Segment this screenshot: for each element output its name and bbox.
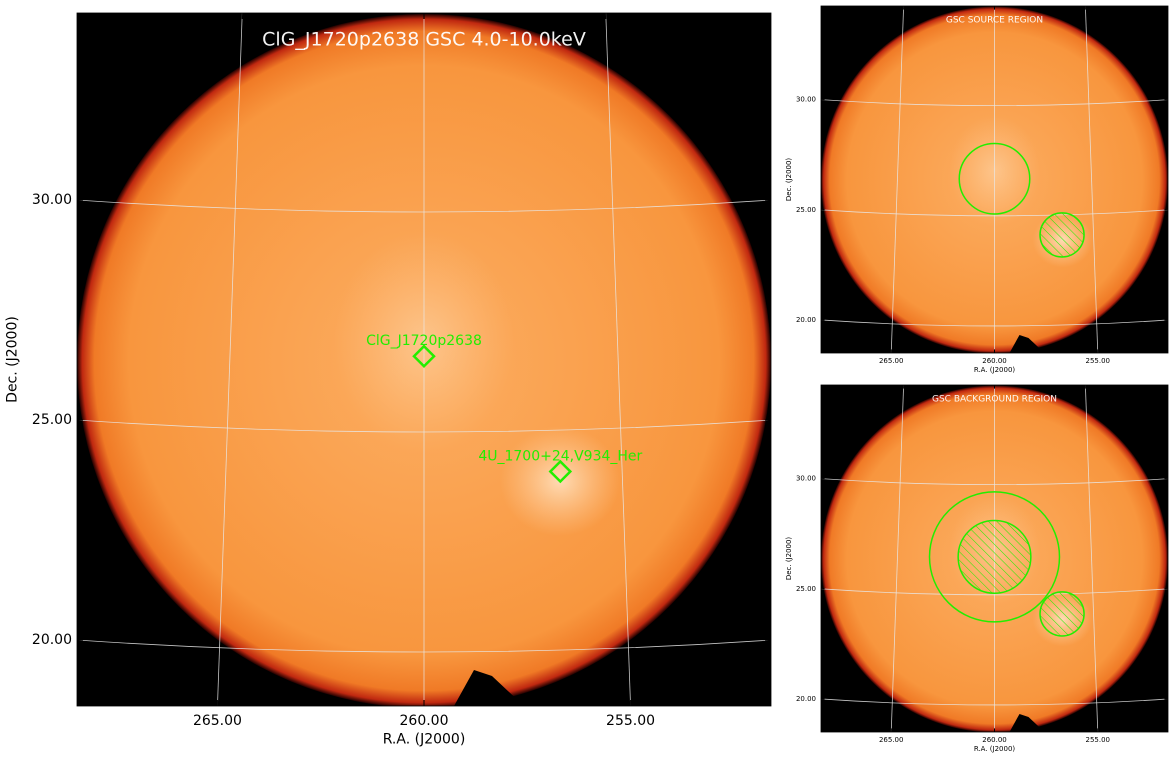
y-axis-label: Dec. (J2000)	[5, 316, 21, 403]
grid-line	[821, 478, 1168, 486]
x-axis-label: R.A. (J2000)	[974, 745, 1016, 753]
y-tick-label: 30.00	[796, 96, 816, 104]
grid-line	[821, 209, 1168, 217]
region	[1039, 212, 1085, 258]
notch	[1009, 335, 1045, 353]
x-axis-label: R.A. (J2000)	[383, 732, 466, 748]
grid-line	[821, 588, 1168, 596]
panel: 265.00 260.00 255.00 20.00 25.00 30.00 ClG_J17…	[5, 12, 772, 748]
x-tick-label: 255.00	[606, 713, 655, 729]
plot-frame	[820, 5, 1169, 354]
grid-line	[1084, 6, 1099, 353]
x-tick-label: 260.00	[982, 736, 1007, 744]
y-tick-label: 25.00	[796, 585, 816, 593]
grid-line	[890, 6, 905, 353]
panel: 265.00 260.00 255.00 20.00 25.00 30.00 GSC SOU…	[785, 5, 1169, 374]
y-tick-label: 20.00	[32, 632, 72, 648]
x-tick-label: 260.00	[982, 357, 1007, 365]
grid-line	[821, 698, 1168, 706]
grid-line	[77, 199, 771, 213]
notch	[1009, 714, 1045, 732]
chart-title: GSC SOURCE REGION	[946, 16, 1043, 26]
region	[928, 491, 1061, 623]
grid-line	[77, 419, 771, 433]
plot-frame	[76, 12, 772, 707]
y-tick-label: 20.00	[796, 316, 816, 324]
grid-line	[821, 99, 1168, 107]
y-tick-label: 30.00	[796, 475, 816, 483]
plot-frame	[820, 384, 1169, 733]
y-tick-label: 20.00	[796, 695, 816, 703]
sky-image	[821, 385, 1168, 732]
source-marker	[548, 459, 573, 484]
source-label: ClG_J1720p2638	[366, 333, 482, 349]
y-axis-label: Dec. (J2000)	[785, 537, 793, 581]
y-tick-label: 30.00	[32, 192, 72, 208]
sky-image	[77, 13, 771, 706]
y-tick-label: 25.00	[796, 206, 816, 214]
panel: 265.00 260.00 255.00 20.00 25.00 30.00 GSC BAC…	[785, 384, 1169, 753]
sky-image	[821, 6, 1168, 353]
x-tick-label: 265.00	[879, 357, 904, 365]
source-marker	[412, 344, 436, 368]
grid-line	[77, 639, 771, 653]
x-tick-label: 265.00	[879, 736, 904, 744]
region	[958, 142, 1031, 215]
chart-title: GSC BACKGROUND REGION	[932, 395, 1057, 405]
grid-line	[605, 13, 631, 706]
region	[1039, 591, 1085, 637]
notch	[454, 670, 524, 706]
x-axis-label: R.A. (J2000)	[974, 366, 1016, 374]
grid-line	[1084, 385, 1099, 732]
source-label: 4U_1700+24,V934_Her	[478, 448, 642, 464]
x-tick-label: 260.00	[400, 713, 449, 729]
x-tick-label: 265.00	[193, 713, 242, 729]
x-tick-label: 255.00	[1086, 736, 1111, 744]
y-tick-label: 25.00	[32, 412, 72, 428]
y-axis-label: Dec. (J2000)	[785, 158, 793, 202]
grid-line	[890, 385, 905, 732]
chart-title: ClG_J1720p2638 GSC 4.0-10.0keV	[262, 29, 586, 51]
grid-line	[217, 13, 243, 706]
grid-line	[821, 319, 1168, 327]
x-tick-label: 255.00	[1086, 357, 1111, 365]
region	[957, 519, 1032, 594]
